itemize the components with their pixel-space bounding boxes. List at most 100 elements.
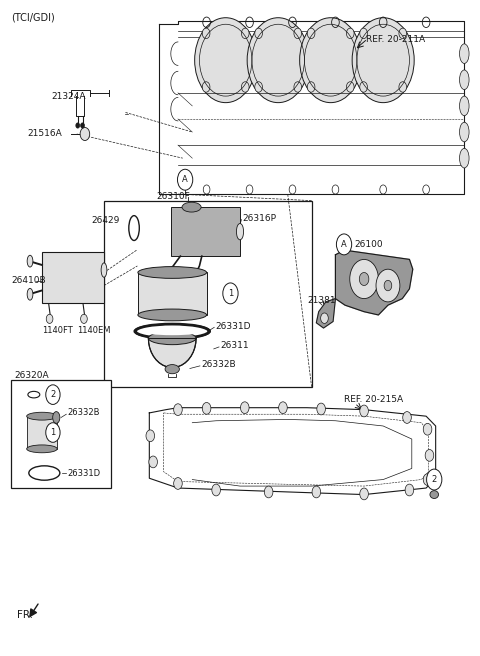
Circle shape: [174, 404, 182, 415]
Circle shape: [195, 18, 257, 102]
Circle shape: [81, 314, 87, 323]
Text: 26332B: 26332B: [67, 409, 100, 417]
Bar: [171, 207, 240, 256]
Bar: [42, 252, 104, 303]
Circle shape: [80, 127, 90, 140]
Circle shape: [202, 28, 210, 39]
Circle shape: [321, 313, 328, 323]
Circle shape: [241, 82, 249, 92]
Ellipse shape: [165, 365, 180, 374]
Circle shape: [279, 402, 287, 413]
Text: 26332B: 26332B: [201, 360, 236, 369]
Text: 21324A: 21324A: [51, 92, 86, 101]
Text: 1: 1: [50, 428, 56, 437]
Bar: [138, 272, 206, 315]
Circle shape: [360, 28, 367, 39]
Circle shape: [212, 484, 220, 496]
Text: 1140FT: 1140FT: [42, 326, 73, 335]
Circle shape: [307, 82, 315, 92]
Ellipse shape: [27, 255, 33, 267]
Circle shape: [241, 28, 249, 39]
Circle shape: [423, 423, 432, 435]
Circle shape: [347, 82, 354, 92]
Circle shape: [255, 28, 263, 39]
Circle shape: [255, 82, 263, 92]
Circle shape: [403, 411, 411, 423]
Text: REF. 20-215A: REF. 20-215A: [344, 396, 403, 404]
Ellipse shape: [53, 411, 60, 423]
Circle shape: [202, 403, 211, 414]
Text: 2: 2: [50, 390, 56, 399]
Ellipse shape: [459, 96, 469, 115]
Ellipse shape: [27, 289, 33, 300]
Circle shape: [384, 280, 392, 291]
Circle shape: [425, 449, 434, 461]
Circle shape: [360, 272, 369, 285]
Circle shape: [240, 402, 249, 413]
Ellipse shape: [237, 224, 243, 240]
Bar: [27, 416, 57, 449]
Circle shape: [360, 488, 368, 500]
Text: 26311: 26311: [220, 341, 249, 350]
Polygon shape: [148, 338, 196, 367]
Ellipse shape: [138, 266, 206, 278]
Circle shape: [223, 283, 238, 304]
Text: 1: 1: [228, 289, 233, 298]
Polygon shape: [336, 250, 413, 315]
Text: FR.: FR.: [17, 611, 33, 621]
Circle shape: [81, 123, 84, 128]
Text: 26331D: 26331D: [67, 468, 100, 478]
Text: (TCI/GDI): (TCI/GDI): [11, 12, 55, 23]
Circle shape: [336, 234, 352, 255]
Circle shape: [149, 456, 157, 468]
Circle shape: [352, 18, 414, 102]
Circle shape: [294, 82, 301, 92]
Circle shape: [264, 486, 273, 498]
Circle shape: [360, 405, 368, 417]
Polygon shape: [149, 407, 436, 495]
Ellipse shape: [134, 324, 210, 338]
Bar: [104, 201, 312, 387]
Ellipse shape: [459, 122, 469, 142]
Ellipse shape: [101, 263, 107, 277]
Circle shape: [307, 28, 315, 39]
Circle shape: [247, 18, 309, 102]
Ellipse shape: [459, 44, 469, 64]
Text: 26429: 26429: [91, 216, 120, 225]
Polygon shape: [316, 298, 336, 328]
Ellipse shape: [148, 331, 196, 344]
Ellipse shape: [140, 327, 204, 335]
Ellipse shape: [430, 491, 439, 499]
Text: 1140EM: 1140EM: [77, 326, 110, 335]
Circle shape: [174, 478, 182, 489]
Circle shape: [146, 430, 155, 441]
Ellipse shape: [27, 412, 57, 420]
Circle shape: [376, 269, 400, 302]
Text: 21516A: 21516A: [28, 129, 62, 138]
Circle shape: [360, 82, 367, 92]
Circle shape: [423, 474, 432, 485]
Text: REF. 20-211A: REF. 20-211A: [366, 35, 426, 44]
Circle shape: [294, 28, 301, 39]
Text: 26310F: 26310F: [156, 192, 190, 201]
Text: A: A: [182, 175, 188, 184]
Ellipse shape: [138, 309, 206, 321]
Text: 26100: 26100: [355, 240, 383, 249]
Circle shape: [427, 469, 442, 490]
Circle shape: [405, 484, 414, 496]
Ellipse shape: [459, 70, 469, 90]
Text: 26320A: 26320A: [15, 371, 49, 380]
Circle shape: [76, 123, 80, 128]
Circle shape: [46, 385, 60, 405]
Text: 26410B: 26410B: [11, 276, 46, 285]
Ellipse shape: [459, 148, 469, 168]
Text: 26331D: 26331D: [215, 321, 251, 331]
Circle shape: [399, 82, 407, 92]
Circle shape: [399, 28, 407, 39]
Circle shape: [46, 314, 53, 323]
Circle shape: [317, 403, 325, 415]
Text: 26316P: 26316P: [242, 214, 276, 223]
Ellipse shape: [182, 202, 201, 212]
Circle shape: [347, 28, 354, 39]
Circle shape: [300, 18, 362, 102]
